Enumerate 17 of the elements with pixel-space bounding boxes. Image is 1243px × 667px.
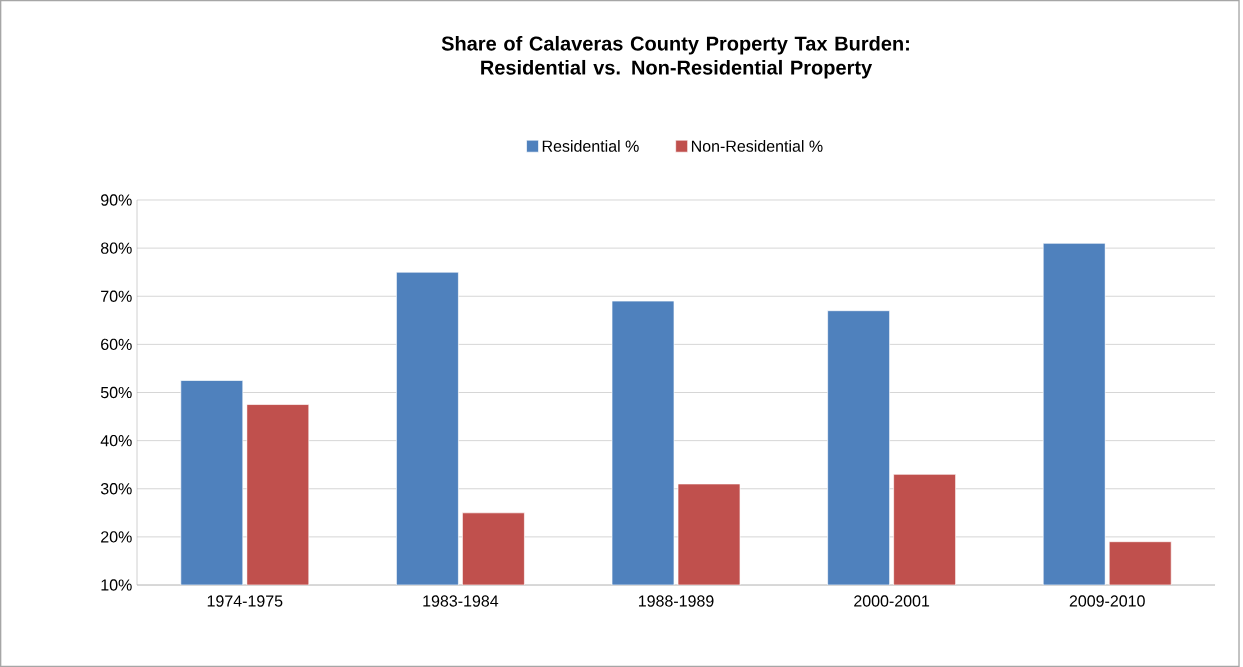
y-tick-label: 40% <box>100 434 132 447</box>
x-tick-label: 1974-1975 <box>207 595 283 607</box>
legend-label: Non-Residential % <box>691 140 823 152</box>
x-tick-label: 2000-2001 <box>854 595 930 607</box>
y-tick-label: 20% <box>101 531 132 543</box>
y-tick-label: 80% <box>100 242 132 254</box>
legend-label: Residential % <box>542 140 639 152</box>
x-tick-label: 1983-1984 <box>423 595 499 607</box>
y-tick-label: 60% <box>101 338 132 351</box>
chart-title: Share of Calaveras County Property Tax Burden: Residential vs. Non-Residential Property <box>441 35 909 79</box>
y-tick-label: 70% <box>101 290 132 302</box>
y-tick-label: 30% <box>100 483 132 495</box>
y-tick-label: 50% <box>100 386 132 399</box>
x-tick-label: 2009-2010 <box>1069 595 1145 607</box>
y-tick-label: 90% <box>101 194 132 206</box>
x-tick-label: 1988-1989 <box>638 595 714 607</box>
y-tick-label: 10% <box>101 579 132 591</box>
